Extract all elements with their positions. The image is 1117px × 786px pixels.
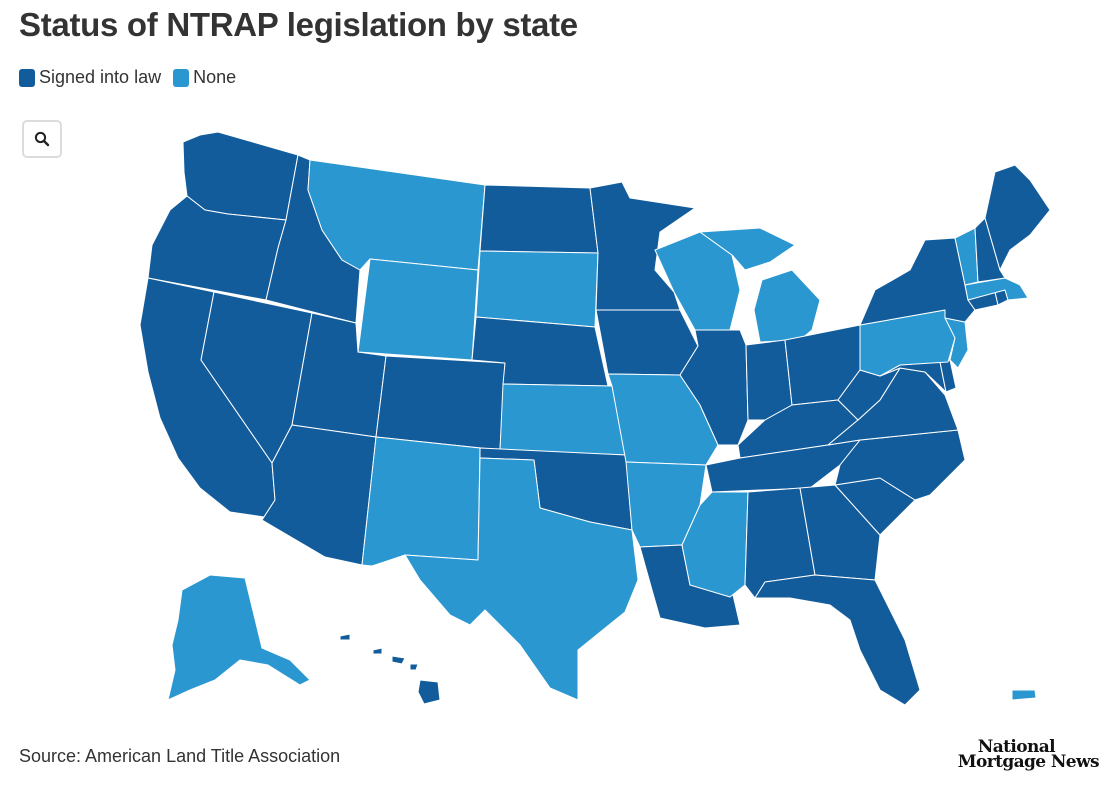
zoom-button[interactable]: [22, 120, 62, 158]
state-PR[interactable]: [1011, 689, 1037, 701]
search-icon: [34, 131, 50, 147]
legend-swatch-none: [173, 68, 190, 87]
state-HI[interactable]: [339, 633, 441, 705]
state-NM[interactable]: [361, 436, 481, 567]
logo-line-2: Mortgage News: [957, 752, 1100, 772]
state-CO[interactable]: [375, 355, 506, 451]
state-IN[interactable]: [745, 339, 793, 421]
page-title: Status of NTRAP legislation by state: [19, 6, 578, 43]
publisher-logo: National Mortgage News: [957, 737, 1100, 772]
logo-line-1: National: [977, 737, 1056, 757]
legend: Signed into law None: [19, 67, 248, 88]
state-FL[interactable]: [754, 574, 921, 706]
legend-item-none[interactable]: None: [173, 67, 236, 88]
state-NH[interactable]: [974, 217, 1006, 283]
legend-label-signed: Signed into law: [39, 67, 162, 87]
state-IL[interactable]: [679, 329, 749, 446]
state-ND[interactable]: [479, 184, 599, 254]
state-MA[interactable]: [964, 277, 1029, 301]
state-AK[interactable]: [167, 574, 311, 701]
state-KS[interactable]: [499, 383, 627, 456]
source-note: Source: American Land Title Association: [19, 746, 341, 766]
state-SD[interactable]: [475, 250, 599, 328]
state-GA[interactable]: [799, 484, 881, 581]
state-MN[interactable]: [589, 181, 696, 311]
state-MI[interactable]: [699, 227, 821, 343]
state-ME[interactable]: [984, 164, 1051, 271]
legend-item-signed[interactable]: Signed into law: [19, 67, 161, 88]
state-TX[interactable]: [404, 457, 639, 701]
state-WY[interactable]: [357, 258, 479, 361]
legend-swatch-signed: [19, 68, 35, 87]
state-IA[interactable]: [595, 309, 699, 376]
legend-label-none: None: [193, 67, 237, 87]
